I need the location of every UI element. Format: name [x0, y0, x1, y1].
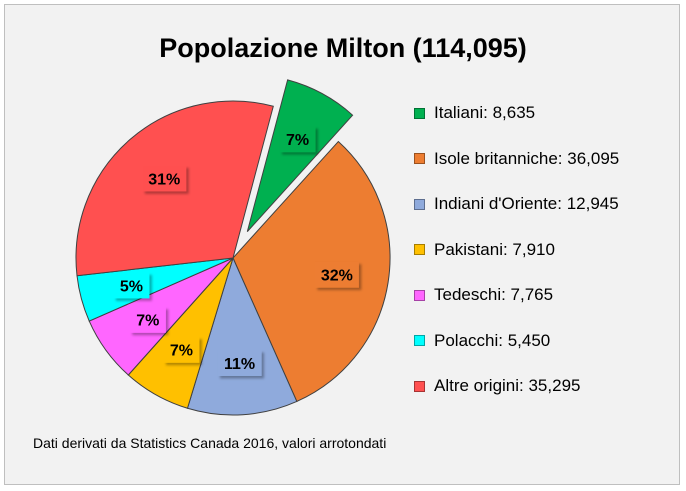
- data-label-box: [113, 272, 150, 299]
- legend-item: Italiani: 8,635: [414, 98, 619, 128]
- legend-swatch: [414, 107, 425, 119]
- legend-label: Altre origini: 35,295: [434, 376, 581, 395]
- legend-label: Polacchi: 5,450: [434, 330, 551, 350]
- source-note: Dati derivati da Statistics Canada 2016,…: [33, 435, 387, 451]
- legend-swatch: [414, 198, 425, 210]
- legend-swatch: [414, 244, 425, 255]
- legend-item: Isole britanniche: 36,095: [414, 144, 619, 174]
- data-label-box: [217, 349, 262, 376]
- legend-swatch: [414, 380, 425, 392]
- legend-label: Indiani d'Oriente: 12,945: [434, 194, 619, 213]
- legend-swatch: [414, 153, 425, 164]
- data-label: 31%: [148, 171, 180, 188]
- data-label: 7%: [286, 132, 309, 149]
- chart-legend: Italiani: 8,635 Isole britanniche: 36,095…: [414, 98, 619, 417]
- data-label-box: [314, 261, 359, 288]
- pie-slice-italiani: [246, 79, 354, 232]
- legend-label: Pakistani: 7,910: [434, 239, 555, 259]
- data-label: 11%: [224, 356, 255, 373]
- legend-item: Pakistani: 7,910: [414, 235, 619, 265]
- legend-swatch: [414, 289, 425, 301]
- data-label-box: [279, 126, 316, 153]
- data-label-box: [129, 306, 166, 333]
- legend-item: Polacchi: 5,450: [414, 326, 619, 356]
- pie-slice-indiani-d-oriente: [186, 256, 298, 416]
- data-label: 7%: [136, 313, 159, 330]
- data-label: 32%: [321, 268, 353, 285]
- data-label-box: [163, 336, 200, 363]
- legend-label: Tedeschi: 7,765: [434, 285, 554, 304]
- data-label: 7%: [170, 343, 193, 360]
- pie-slice-isole-britanniche: [232, 140, 391, 403]
- data-label: 5%: [120, 278, 143, 295]
- legend-swatch: [414, 335, 425, 346]
- legend-item: Indiani d'Oriente: 12,945: [414, 189, 619, 219]
- legend-label: Italiani: 8,635: [434, 103, 536, 122]
- data-label-box: [142, 165, 187, 192]
- legend-item: Tedeschi: 7,765: [414, 280, 619, 310]
- chart-title: Popolazione Milton (114,095): [159, 33, 527, 63]
- legend-label: Isole britanniche: 36,095: [434, 148, 620, 168]
- legend-item: Altre origini: 35,295: [414, 371, 619, 401]
